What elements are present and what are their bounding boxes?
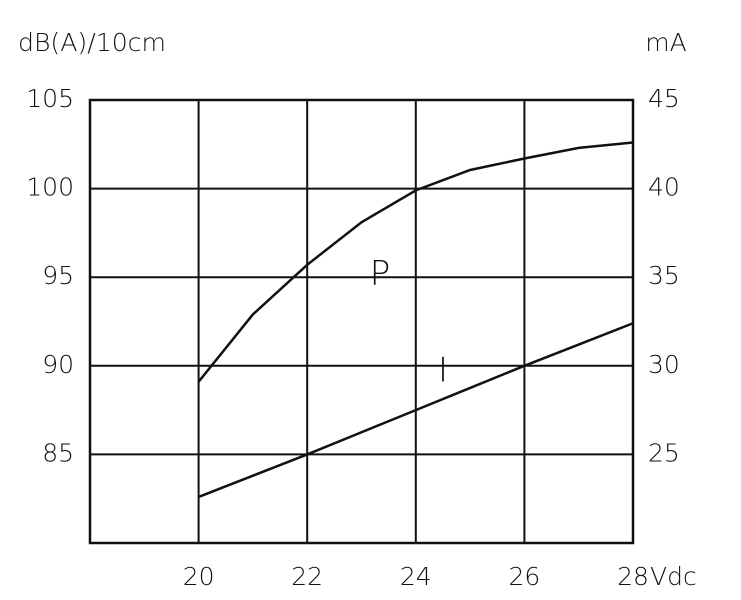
x-axis-label: Vdc	[650, 562, 697, 591]
curve-label: P	[370, 254, 391, 294]
x-tick-label: 24	[400, 562, 432, 591]
y-tick-label: 100	[26, 173, 74, 202]
y-tick-label: 85	[42, 438, 74, 467]
curve	[198, 322, 634, 499]
y-axis-label: dB(A)/10cm	[18, 28, 166, 57]
x-tick-label: 26	[508, 562, 540, 591]
curve-label: I	[438, 351, 448, 391]
plot-frame	[88, 98, 635, 545]
y-tick-label: 90	[42, 350, 74, 379]
y2-axis-label: mA	[645, 28, 686, 57]
x-tick-label: 28	[617, 562, 649, 591]
y2-tick-label: 25	[648, 438, 680, 467]
y-tick-label: 105	[26, 84, 74, 113]
x-tick-label: 22	[291, 562, 323, 591]
curve	[197, 141, 634, 383]
y-tick-label: 95	[42, 261, 74, 290]
x-tick-label: 20	[183, 562, 215, 591]
y2-tick-label: 40	[648, 173, 680, 202]
y2-tick-label: 35	[648, 261, 680, 290]
y2-tick-label: 30	[648, 350, 680, 379]
y2-tick-label: 45	[648, 84, 680, 113]
